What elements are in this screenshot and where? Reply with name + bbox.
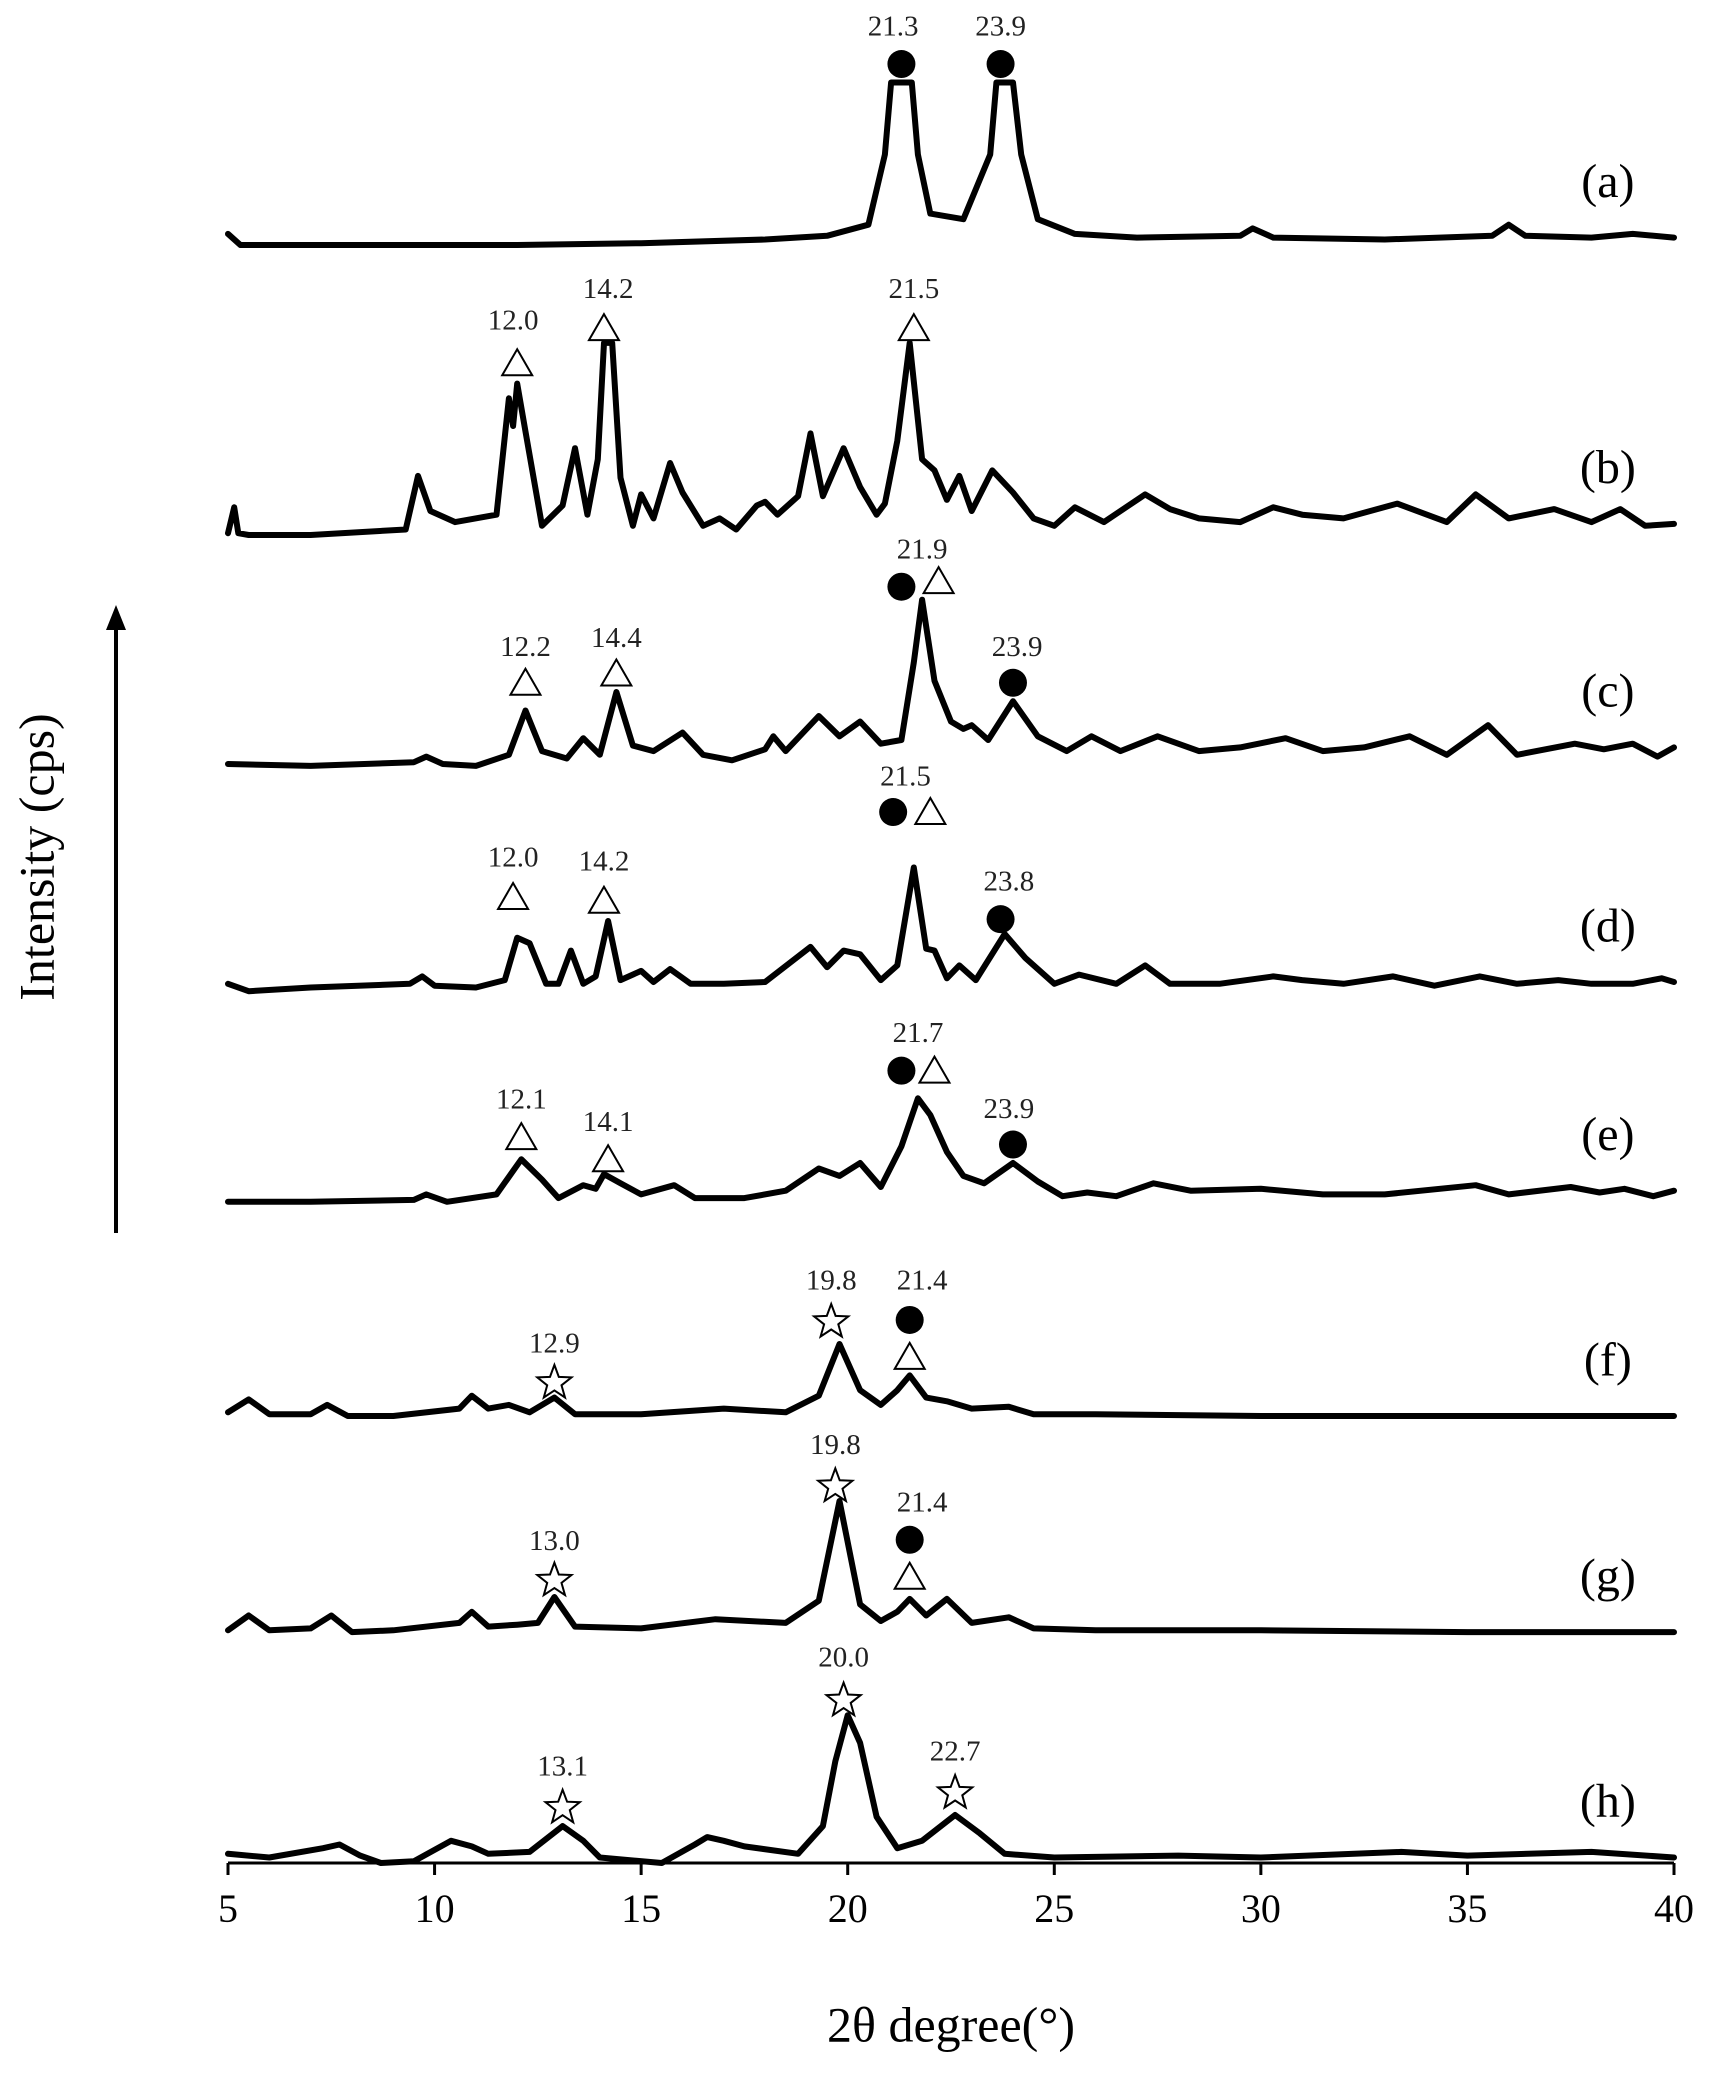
peak-label: 21.3 <box>868 11 919 43</box>
peak-marker-triangle <box>508 666 543 696</box>
peak-marker-triangle <box>892 1340 927 1370</box>
xrd-trace <box>225 339 1677 538</box>
peak-marker-circle <box>887 50 916 79</box>
peak-marker-triangle <box>599 657 634 687</box>
peak-marker-triangle <box>587 884 621 914</box>
sample-label: (b) <box>1580 441 1636 494</box>
xrd-trace <box>225 1095 1677 1205</box>
peak-label: 14.2 <box>579 845 630 877</box>
peak-marker-star <box>823 1679 864 1718</box>
peak-marker-star <box>542 1786 583 1825</box>
x-tick-label: 20 <box>828 1886 868 1931</box>
sample-label: (f) <box>1584 1333 1632 1386</box>
peak-marker-triangle <box>500 347 534 377</box>
peak-label: 21.7 <box>893 1017 944 1049</box>
xrd-trace <box>225 79 1677 248</box>
sample-label: (c) <box>1581 665 1634 718</box>
peak-label: 23.9 <box>975 11 1026 43</box>
sample-label: (a) <box>1581 155 1634 208</box>
peak-label: 14.2 <box>583 273 634 305</box>
peak-label: 21.9 <box>897 533 948 565</box>
peak-label: 12.0 <box>488 842 539 874</box>
peak-label: 12.9 <box>529 1327 580 1359</box>
sample-label: (h) <box>1580 1775 1636 1828</box>
x-tick-label: 35 <box>1447 1886 1487 1931</box>
peak-label: 23.9 <box>992 631 1043 663</box>
peak-marker-triangle <box>921 565 956 595</box>
peak-label: 19.8 <box>810 1429 861 1461</box>
peak-label: 12.2 <box>500 631 551 663</box>
peak-marker-star <box>811 1301 852 1339</box>
xrd-trace <box>225 1712 1677 1866</box>
peak-label: 12.1 <box>496 1084 547 1116</box>
peak-marker-triangle <box>504 1121 539 1151</box>
peak-marker-star <box>935 1772 976 1810</box>
peak-marker-triangle <box>587 312 621 342</box>
peak-label: 14.1 <box>583 1106 634 1138</box>
x-tick-label: 10 <box>415 1886 455 1931</box>
peak-marker-star <box>534 1361 575 1400</box>
peak-label: 21.4 <box>897 1265 948 1297</box>
peak-marker-circle <box>998 1130 1027 1159</box>
peak-label: 20.0 <box>818 1641 869 1673</box>
x-tick-label: 15 <box>621 1886 661 1931</box>
xrd-trace <box>225 596 1677 769</box>
peak-label: 19.8 <box>806 1265 857 1297</box>
xrd-trace <box>225 1341 1677 1419</box>
peak-label: 23.9 <box>983 1093 1034 1125</box>
peak-marker-triangle <box>591 1143 625 1173</box>
peak-marker-triangle <box>892 1560 927 1590</box>
peak-marker-triangle <box>897 312 931 342</box>
peak-label: 21.5 <box>880 760 931 792</box>
peak-marker-circle <box>895 1525 924 1554</box>
x-tick-label: 40 <box>1654 1886 1694 1931</box>
xrd-trace <box>225 1498 1677 1636</box>
peak-marker-circle <box>879 798 908 827</box>
peak-marker-circle <box>887 572 916 601</box>
peak-marker-triangle <box>913 796 948 826</box>
xrd-trace <box>225 864 1677 995</box>
peak-marker-circle <box>986 905 1015 934</box>
peak-marker-circle <box>887 1056 916 1085</box>
peak-label: 13.1 <box>537 1750 588 1782</box>
peak-label: 21.5 <box>888 273 939 305</box>
peak-marker-triangle <box>496 881 530 911</box>
peak-marker-circle <box>986 50 1015 79</box>
x-tick-label: 30 <box>1241 1886 1281 1931</box>
y-axis-title: Intensity (cps) <box>8 713 64 1000</box>
peak-marker-circle <box>895 1305 924 1334</box>
sample-label: (g) <box>1580 1549 1636 1602</box>
peak-label: 14.4 <box>591 622 642 654</box>
x-tick-label: 25 <box>1034 1886 1074 1931</box>
peak-label: 23.8 <box>983 866 1034 898</box>
sample-label: (d) <box>1580 899 1636 952</box>
sample-label: (e) <box>1581 1108 1634 1161</box>
peak-marker-star <box>534 1559 575 1598</box>
arrow-head <box>106 605 126 630</box>
peak-marker-triangle <box>917 1054 952 1084</box>
x-axis-title: 2θ degree(°) <box>827 1996 1075 2052</box>
peak-label: 12.0 <box>488 304 539 336</box>
peak-marker-star <box>815 1465 856 1504</box>
x-tick-label: 5 <box>218 1886 238 1931</box>
peak-label: 13.0 <box>529 1525 580 1557</box>
peak-marker-circle <box>998 668 1027 697</box>
peak-label: 22.7 <box>930 1736 981 1768</box>
peak-label: 21.4 <box>897 1486 948 1518</box>
